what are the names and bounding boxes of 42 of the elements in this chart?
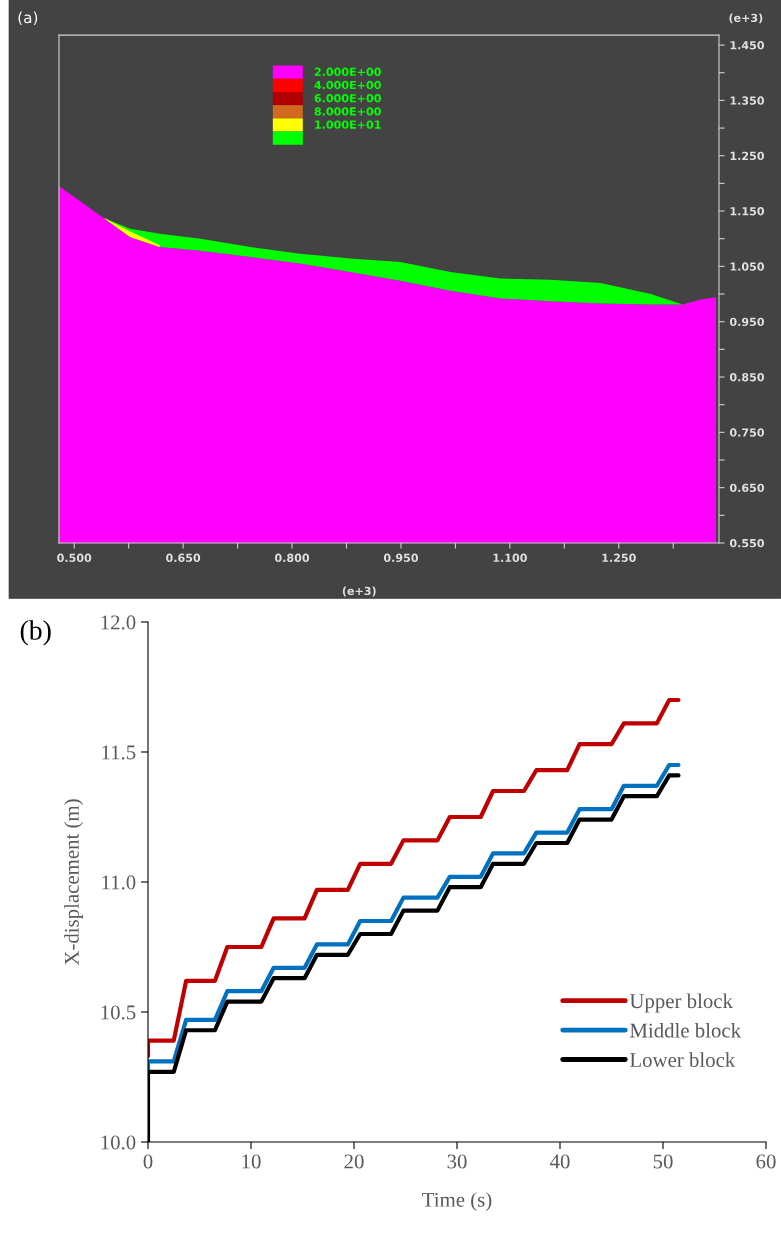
x-tick-label: 1.250 [602, 553, 636, 562]
y-axis-title: X-displacement (m) [64, 799, 84, 966]
text: (e+3) [342, 586, 376, 597]
y-tick-label: 10.0 [101, 1135, 136, 1150]
y-tick-label: 10.5 [101, 1005, 136, 1020]
y-tick-label: 1.450 [730, 41, 765, 50]
y-tick-label: 0.650 [729, 483, 765, 493]
x-tick-label: 40 [549, 1154, 570, 1169]
y-tick-label: 1.050 [730, 262, 765, 271]
y-tick-label: 1.350 [730, 96, 765, 105]
legend-label: Lower block [630, 1052, 736, 1068]
x-tick-label: 0.650 [166, 553, 201, 562]
y-tick-label: 0.550 [729, 538, 765, 548]
x-tick-label: 20 [344, 1154, 364, 1169]
x-tick-label: 0 [143, 1154, 153, 1169]
y-tick-label: 12.0 [101, 615, 136, 630]
legend-label: 8.000E+00 [314, 107, 381, 116]
x-tick-label: 10 [242, 1154, 261, 1169]
x-tick-label: 0.950 [383, 553, 418, 562]
y-tick-label: 0.850 [729, 372, 765, 382]
text: (e+3) [729, 13, 763, 24]
y-tick-label: 1.150 [730, 207, 765, 216]
chart-title: (b) [20, 620, 51, 646]
y-tick-label: 0.750 [729, 428, 765, 437]
y-tick-label: 11.5 [102, 745, 136, 760]
y-tick-label: 0.950 [729, 317, 765, 327]
x-tick-label: 60 [756, 1154, 776, 1169]
legend-label: 6.000E+00 [314, 94, 381, 103]
legend-label: Middle block [630, 1022, 742, 1038]
x-tick-label: 30 [447, 1154, 467, 1169]
legend-label: 2.000E+00 [314, 67, 381, 77]
legend-label: 1.000E+01 [315, 120, 381, 129]
chart-title: (a) [18, 11, 38, 26]
x-tick-label: 1.100 [493, 553, 527, 562]
legend-label: Upper block [629, 993, 733, 1013]
x-axis-title: Time (s) [422, 1192, 492, 1212]
legend-label: 4.000E+00 [314, 80, 381, 90]
y-tick-label: 11.0 [102, 875, 136, 890]
x-tick-label: 0.800 [275, 553, 310, 562]
x-tick-label: 0.500 [57, 553, 92, 562]
x-tick-label: 50 [653, 1154, 673, 1169]
y-tick-label: 1.250 [730, 151, 765, 161]
